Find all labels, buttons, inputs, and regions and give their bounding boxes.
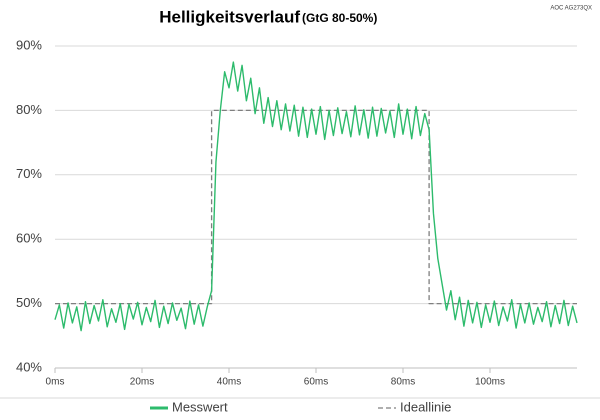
y-tick-label: 90% (16, 37, 42, 52)
annotation: AOC AG273QX (550, 6, 592, 12)
x-tick-label: 80ms (391, 377, 415, 388)
chart-subtitle: (GtG 80-50%) (302, 11, 377, 25)
x-tick-label: 60ms (304, 377, 328, 388)
chart-title: Helligkeitsverlauf (159, 7, 300, 26)
series-line (54, 61, 578, 332)
x-tick-label: 40ms (217, 377, 241, 388)
y-tick-label: 40% (16, 359, 42, 374)
x-tick-label: 20ms (130, 377, 154, 388)
y-tick-label: 60% (16, 231, 42, 246)
legend-label: Messwert (172, 399, 228, 414)
y-tick-label: 80% (16, 102, 42, 117)
x-tick-label: 0ms (46, 377, 65, 388)
y-tick-label: 50% (16, 295, 42, 310)
x-tick-label: 100ms (475, 377, 505, 388)
y-tick-label: 70% (16, 166, 42, 181)
legend-label: Ideallinie (400, 399, 451, 414)
